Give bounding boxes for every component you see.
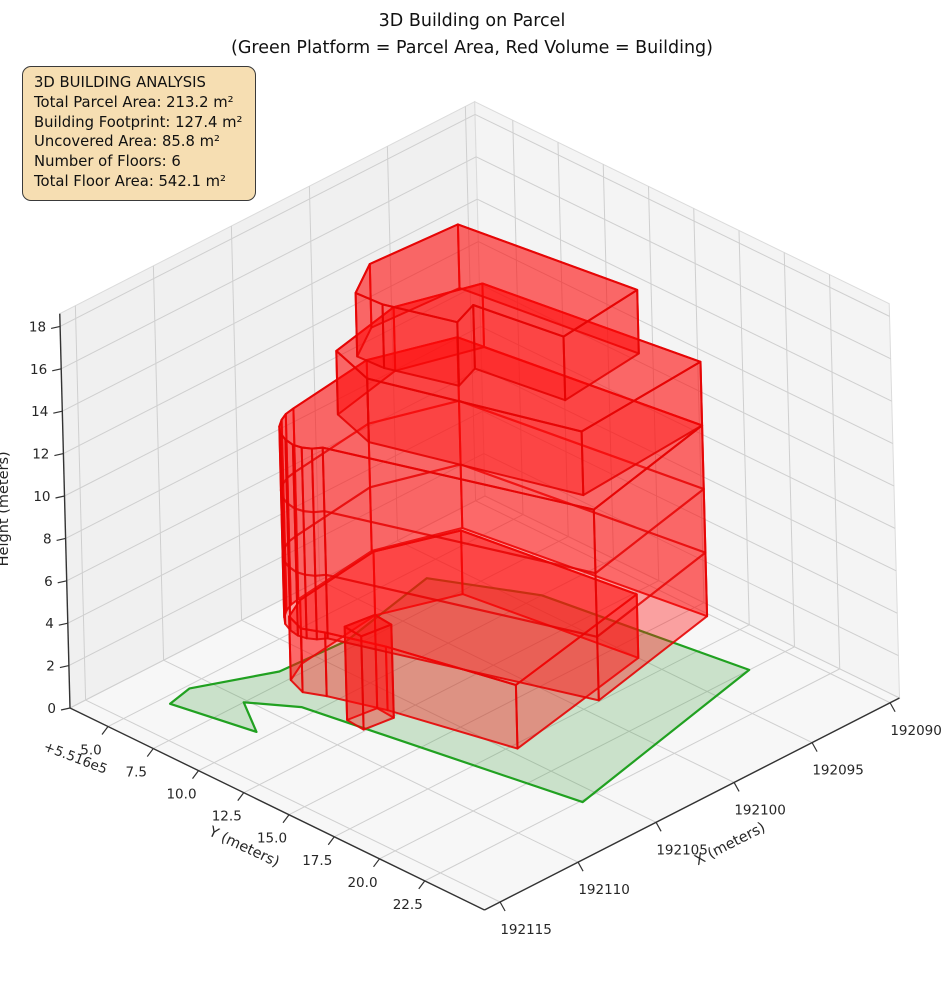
info-box-title: 3D BUILDING ANALYSIS	[34, 74, 206, 91]
info-number-of-floors: Number of Floors: 6	[34, 153, 181, 171]
analysis-info-box: 3D BUILDING ANALYSIS Total Parcel Area: …	[22, 66, 256, 201]
svg-text:192115: 192115	[500, 922, 552, 938]
svg-text:20.0: 20.0	[347, 875, 377, 891]
building-tier-floors-2-to-4	[278, 336, 709, 702]
info-parcel-area: Total Parcel Area: 213.2 m²	[34, 93, 234, 111]
svg-text:6: 6	[44, 574, 53, 590]
grid-lines	[59, 106, 900, 903]
building-tier-floor-6	[354, 223, 640, 402]
info-building-footprint: Building Footprint: 127.4 m²	[34, 113, 243, 131]
svg-text:192090: 192090	[890, 723, 942, 739]
building-tier-entry-column	[343, 613, 395, 731]
svg-text:15.0: 15.0	[257, 831, 287, 847]
z-axis-label: Height (meters)	[0, 451, 12, 566]
svg-text:7.5: 7.5	[126, 765, 147, 781]
svg-text:5.0: 5.0	[80, 743, 101, 759]
axis-spines	[59, 313, 900, 911]
svg-text:10.0: 10.0	[166, 787, 196, 803]
svg-text:17.5: 17.5	[302, 853, 332, 869]
svg-text:14: 14	[31, 404, 48, 420]
chart-title: 3D Building on Parcel	[378, 11, 566, 31]
svg-text:22.5: 22.5	[393, 897, 423, 913]
svg-text:192100: 192100	[734, 802, 786, 818]
chart-subtitle: (Green Platform = Parcel Area, Red Volum…	[231, 38, 713, 59]
svg-text:8: 8	[43, 531, 52, 547]
svg-text:4: 4	[45, 616, 54, 632]
info-total-floor-area: Total Floor Area: 542.1 m²	[34, 173, 226, 191]
tick-marks	[50, 325, 896, 912]
z-tick-labels: 0 2 4 6 8 10 12 14 16 18	[29, 319, 56, 717]
svg-text:0: 0	[47, 701, 56, 717]
svg-text:2: 2	[46, 659, 55, 675]
chart-title-block: 3D Building on Parcel (Green Platform = …	[0, 8, 944, 62]
svg-text:16: 16	[30, 362, 47, 378]
svg-text:192095: 192095	[812, 763, 864, 779]
svg-text:18: 18	[29, 319, 46, 335]
y-tick-labels: 5.0 7.5 10.0 12.5 15.0 17.5 20.0 22.5	[80, 743, 423, 913]
x-tick-labels: 192115 192110 192105 192100 192095 192090	[500, 723, 942, 938]
info-uncovered-area: Uncovered Area: 85.8 m²	[34, 133, 220, 151]
svg-text:12: 12	[32, 447, 49, 463]
svg-text:192110: 192110	[578, 882, 630, 898]
svg-text:192105: 192105	[656, 842, 708, 858]
parcel-polygon	[169, 577, 751, 804]
svg-text:12.5: 12.5	[212, 809, 242, 825]
svg-text:10: 10	[33, 489, 50, 505]
